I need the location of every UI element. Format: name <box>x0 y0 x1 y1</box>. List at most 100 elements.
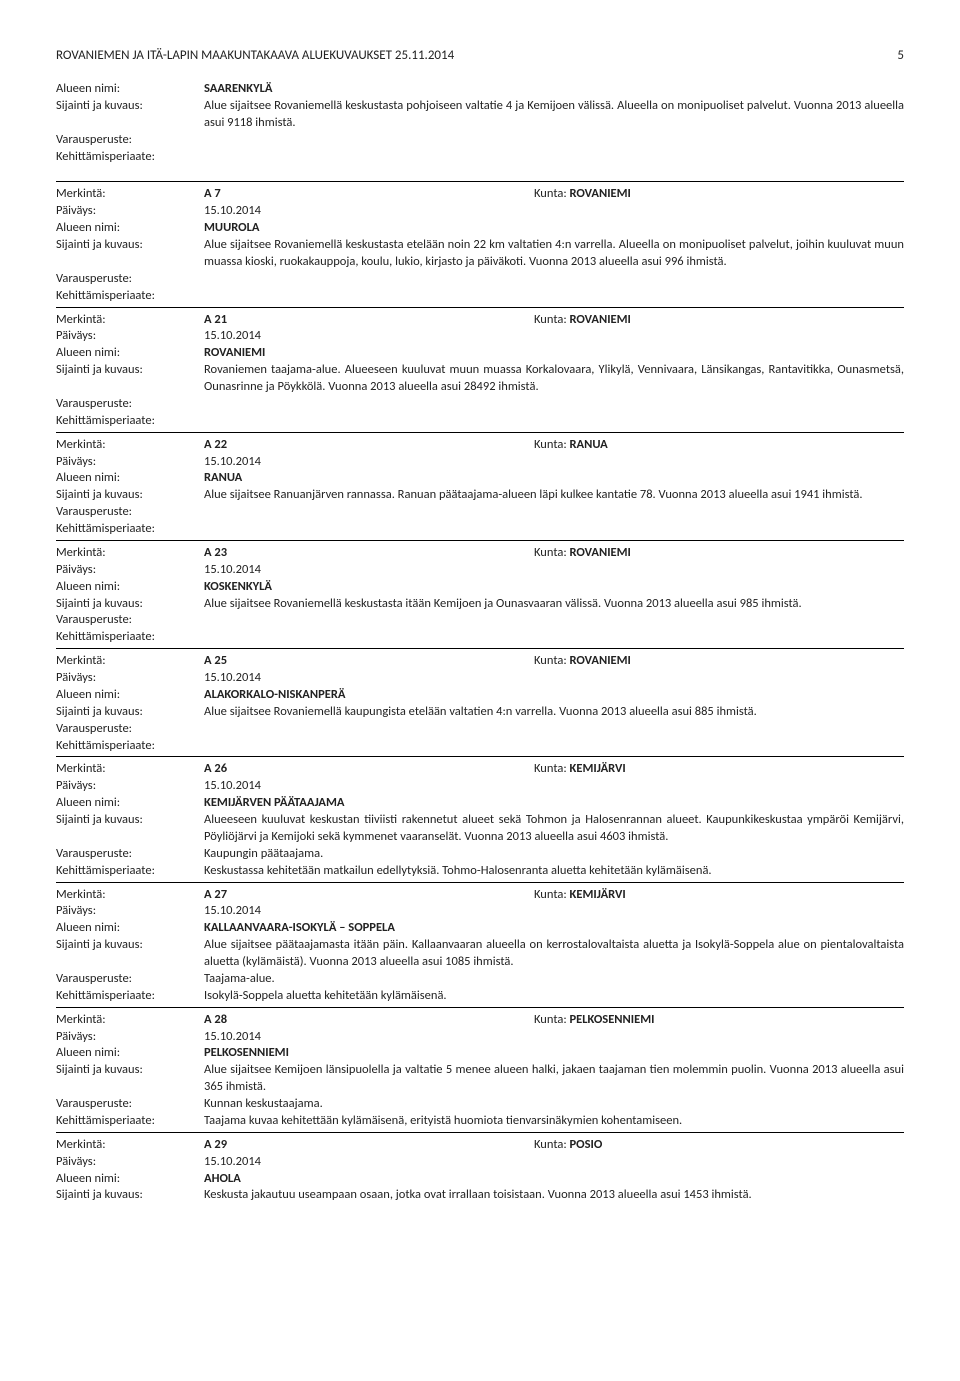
label-kehittamis: Kehittämisperiaate: <box>56 149 204 166</box>
label-paivays: Päiväys: <box>56 203 204 220</box>
label-sijainti: Sijainti ja kuvaus: <box>56 812 204 846</box>
entry-varaus <box>204 612 904 629</box>
label-sijainti: Sijainti ja kuvaus: <box>56 704 204 721</box>
entry-varaus: Taajama-alue. <box>204 971 904 988</box>
merkinta-row: Merkintä:A 25Kunta: ROVANIEMI <box>56 653 904 670</box>
label-alueen-nimi: Alueen nimi: <box>56 345 204 362</box>
label-merkinta: Merkintä: <box>56 186 204 203</box>
label-kehittamis: Kehittämisperiaate: <box>56 863 204 880</box>
merkinta-row: Merkintä:A 28Kunta: PELKOSENNIEMI <box>56 1012 904 1029</box>
entry-varaus <box>204 721 904 738</box>
label-kehittamis: Kehittämisperiaate: <box>56 288 204 305</box>
intro-kehit <box>204 149 904 166</box>
label-sijainti: Sijainti ja kuvaus: <box>56 937 204 971</box>
merkinta-row: Merkintä:A 27Kunta: KEMIJÄRVI <box>56 887 904 904</box>
entry-sijainti: Alueeseen kuuluvat keskustan tiiviisti r… <box>204 812 904 846</box>
label-kehittamis: Kehittämisperiaate: <box>56 1113 204 1130</box>
merkinta-code: A 21 <box>204 312 534 329</box>
label-alueen-nimi: Alueen nimi: <box>56 579 204 596</box>
label-varausperuste: Varausperuste: <box>56 846 204 863</box>
label-merkinta: Merkintä: <box>56 761 204 778</box>
entry: Merkintä:A 7Kunta: ROVANIEMIPäiväys:15.1… <box>56 181 904 306</box>
entry: Merkintä:A 25Kunta: ROVANIEMIPäiväys:15.… <box>56 648 904 756</box>
merkinta-kunta: Kunta: ROVANIEMI <box>534 653 631 670</box>
entry-name: KALLAANVAARA-ISOKYLÄ – SOPPELA <box>204 920 904 937</box>
entry-varaus: Kunnan keskustaajama. <box>204 1096 904 1113</box>
entry-name: KEMIJÄRVEN PÄÄTAAJAMA <box>204 795 904 812</box>
header-title: ROVANIEMEN JA ITÄ-LAPIN MAAKUNTAKAAVA AL… <box>56 48 454 63</box>
label-merkinta: Merkintä: <box>56 653 204 670</box>
entry-name: RANUA <box>204 470 904 487</box>
merkinta-kunta: Kunta: ROVANIEMI <box>534 545 631 562</box>
entry: Merkintä:A 29Kunta: POSIO Päiväys:15.10.2… <box>56 1132 904 1207</box>
label-alueen-nimi: Alueen nimi: <box>56 1171 204 1188</box>
label-paivays: Päiväys: <box>56 670 204 687</box>
merkinta-kunta: Kunta: KEMIJÄRVI <box>534 761 626 778</box>
merkinta-row: Merkintä:A 23Kunta: ROVANIEMI <box>56 545 904 562</box>
header-page-number: 5 <box>897 48 904 63</box>
entry-kehit <box>204 738 904 755</box>
label-paivays: Päiväys: <box>56 778 204 795</box>
label-alueen-nimi: Alueen nimi: <box>56 687 204 704</box>
entry: Merkintä:A 22Kunta: RANUAPäiväys:15.10.2… <box>56 432 904 540</box>
label-kehittamis: Kehittämisperiaate: <box>56 521 204 538</box>
label-sijainti: Sijainti ja kuvaus: <box>56 596 204 613</box>
merkinta-code: A 29 <box>204 1137 534 1154</box>
merkinta-row: Merkintä:A 22Kunta: RANUA <box>56 437 904 454</box>
entry-varaus: Kaupungin päätaajama. <box>204 846 904 863</box>
label-paivays: Päiväys: <box>56 1154 204 1171</box>
entry-name: PELKOSENNIEMI <box>204 1045 904 1062</box>
label-merkinta: Merkintä: <box>56 437 204 454</box>
entry-sijainti: Rovaniemen taajama-alue. Alueeseen kuulu… <box>204 362 904 396</box>
label-alueen-nimi: Alueen nimi: <box>56 1045 204 1062</box>
label-kehittamis: Kehittämisperiaate: <box>56 629 204 646</box>
entry: Merkintä:A 23Kunta: ROVANIEMIPäiväys:15.… <box>56 540 904 648</box>
label-sijainti: Sijainti ja kuvaus: <box>56 1187 204 1204</box>
entry-name: AHOLA <box>204 1171 904 1188</box>
merkinta-code: A 27 <box>204 887 534 904</box>
merkinta-code: A 22 <box>204 437 534 454</box>
intro-sijainti: Alue sijaitsee Rovaniemellä keskustasta … <box>204 98 904 132</box>
entry: Merkintä:A 21Kunta: ROVANIEMIPäiväys:15.… <box>56 307 904 432</box>
label-sijainti: Sijainti ja kuvaus: <box>56 98 204 132</box>
entry-kehit: Keskustassa kehitetään matkailun edellyt… <box>204 863 904 880</box>
intro-name: SAARENKYLÄ <box>204 81 904 98</box>
label-merkinta: Merkintä: <box>56 312 204 329</box>
entry-sijainti: Alue sijaitsee Rovaniemellä keskustasta … <box>204 596 904 613</box>
label-paivays: Päiväys: <box>56 562 204 579</box>
merkinta-kunta: Kunta: KEMIJÄRVI <box>534 887 626 904</box>
label-varausperuste: Varausperuste: <box>56 132 204 149</box>
label-merkinta: Merkintä: <box>56 545 204 562</box>
entry-varaus <box>204 504 904 521</box>
entry-sijainti: Keskusta jakautuu useampaan osaan, jotka… <box>204 1187 904 1204</box>
label-merkinta: Merkintä: <box>56 1012 204 1029</box>
label-paivays: Päiväys: <box>56 1029 204 1046</box>
label-sijainti: Sijainti ja kuvaus: <box>56 362 204 396</box>
label-merkinta: Merkintä: <box>56 1137 204 1154</box>
entries-list: Merkintä:A 7Kunta: ROVANIEMIPäiväys:15.1… <box>56 181 904 1206</box>
label-varausperuste: Varausperuste: <box>56 396 204 413</box>
entry-paivays: 15.10.2014 <box>204 778 904 795</box>
merkinta-kunta: Kunta: PELKOSENNIEMI <box>534 1012 654 1029</box>
document-page: ROVANIEMEN JA ITÄ-LAPIN MAAKUNTAKAAVA AL… <box>0 0 960 1236</box>
entry: Merkintä:A 27Kunta: KEMIJÄRVIPäiväys:15.… <box>56 882 904 1007</box>
label-kehittamis: Kehittämisperiaate: <box>56 413 204 430</box>
entry-sijainti: Alue sijaitsee Rovaniemellä kaupungista … <box>204 704 904 721</box>
entry-kehit <box>204 521 904 538</box>
merkinta-kunta: Kunta: POSIO <box>534 1137 602 1154</box>
label-kehittamis: Kehittämisperiaate: <box>56 988 204 1005</box>
entry-paivays: 15.10.2014 <box>204 1154 904 1171</box>
label-alueen-nimi: Alueen nimi: <box>56 795 204 812</box>
merkinta-code: A 7 <box>204 186 534 203</box>
entry-paivays: 15.10.2014 <box>204 328 904 345</box>
merkinta-kunta: Kunta: RANUA <box>534 437 608 454</box>
label-varausperuste: Varausperuste: <box>56 971 204 988</box>
entry-sijainti: Alue sijaitsee päätaajamasta itään päin.… <box>204 937 904 971</box>
entry-paivays: 15.10.2014 <box>204 562 904 579</box>
entry-kehit <box>204 629 904 646</box>
merkinta-kunta: Kunta: ROVANIEMI <box>534 312 631 329</box>
entry-kehit: Isokylä-Soppela aluetta kehitetään kyläm… <box>204 988 904 1005</box>
merkinta-code: A 26 <box>204 761 534 778</box>
label-kehittamis: Kehittämisperiaate: <box>56 738 204 755</box>
page-header: ROVANIEMEN JA ITÄ-LAPIN MAAKUNTAKAAVA AL… <box>56 48 904 63</box>
